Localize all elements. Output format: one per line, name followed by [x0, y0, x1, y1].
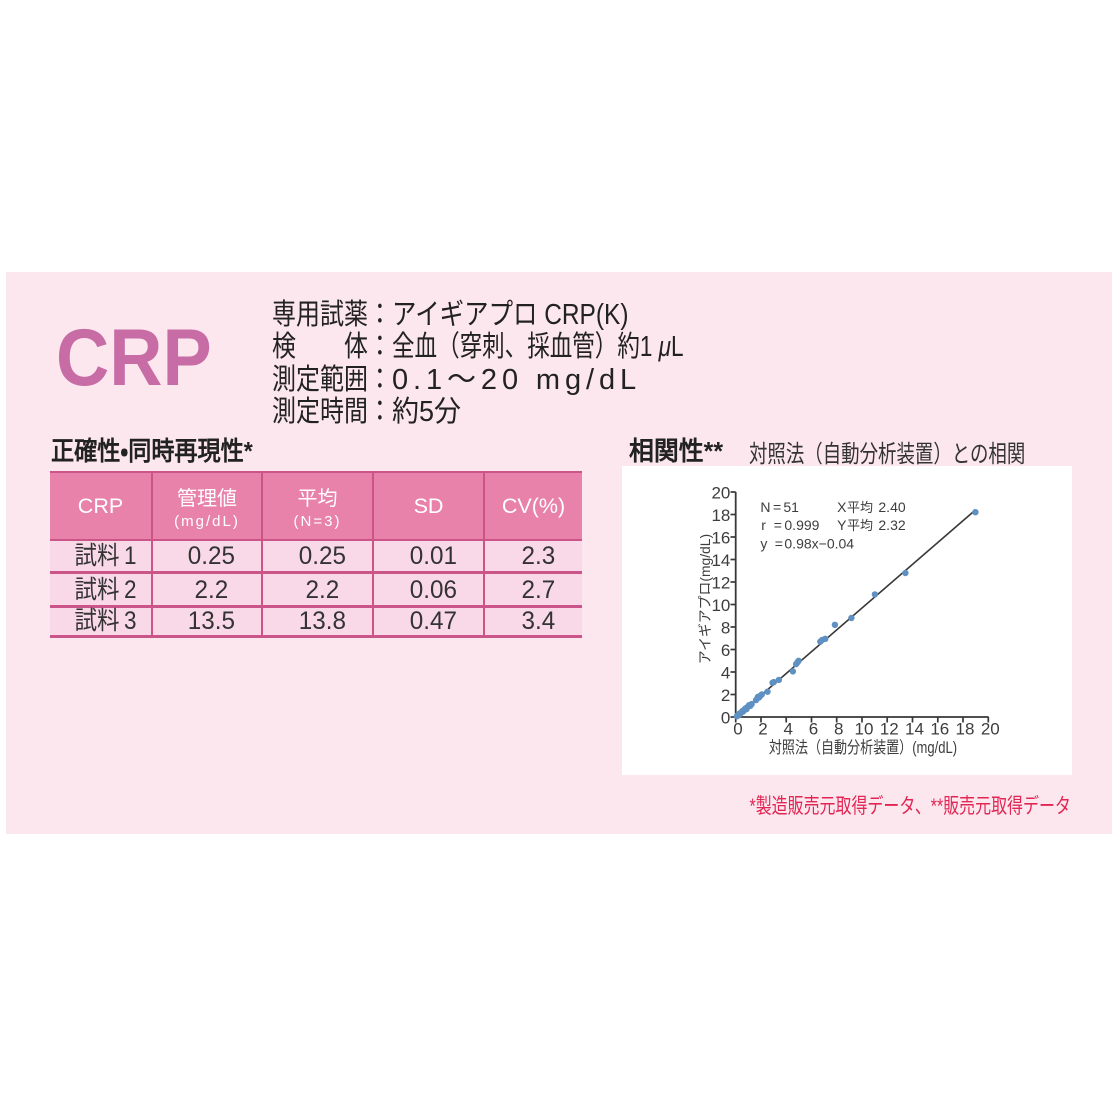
- svg-text:10: 10: [855, 720, 874, 739]
- svg-text:18: 18: [711, 506, 730, 525]
- svg-text:r=0.999: r = 0.999: [761, 517, 819, 533]
- svg-text:20: 20: [711, 484, 730, 503]
- svg-text:14: 14: [711, 551, 730, 570]
- svg-text:14: 14: [905, 720, 924, 739]
- svg-text:アイギアプロ(mg/dL): アイギアプロ(mg/dL): [697, 534, 713, 664]
- svg-text:8: 8: [721, 619, 730, 638]
- svg-text:10: 10: [711, 596, 730, 615]
- svg-text:18: 18: [956, 720, 975, 739]
- svg-text:16: 16: [930, 720, 949, 739]
- svg-text:y=0.98x−0.04: y =0.98x−0.04: [760, 535, 854, 551]
- svg-text:対照法（自動分析装置）(mg/dL): 対照法（自動分析装置）(mg/dL): [769, 739, 957, 758]
- svg-text:20: 20: [981, 720, 1000, 739]
- svg-text:6: 6: [809, 720, 818, 739]
- svg-text:6: 6: [721, 641, 730, 660]
- svg-text:12: 12: [880, 720, 899, 739]
- svg-text:12: 12: [711, 574, 730, 593]
- svg-text:2: 2: [758, 720, 767, 739]
- svg-text:16: 16: [711, 529, 730, 548]
- svg-text:2: 2: [721, 686, 730, 705]
- svg-text:4: 4: [721, 664, 730, 683]
- svg-text:8: 8: [834, 720, 843, 739]
- svg-text:0: 0: [721, 709, 730, 728]
- svg-text:0: 0: [733, 720, 742, 739]
- svg-text:N=51: N = 51: [760, 499, 799, 515]
- svg-text:4: 4: [783, 720, 792, 739]
